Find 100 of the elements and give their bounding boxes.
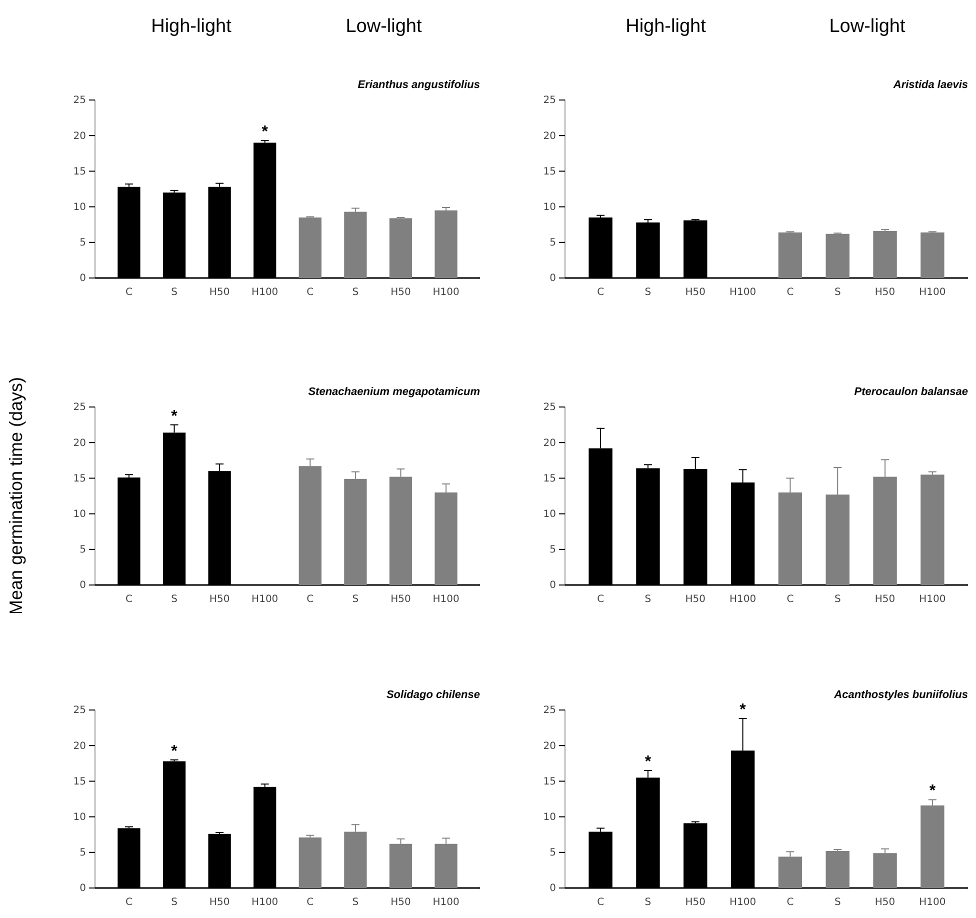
y-tick-label: 0: [80, 273, 86, 284]
y-tick-label: 5: [80, 544, 86, 556]
data-label: *: [171, 408, 178, 425]
chart-title: Pterocaulon balansae: [854, 386, 968, 398]
y-tick-label: 15: [73, 473, 86, 484]
y-tick-label: 15: [543, 473, 556, 484]
x-tick-label: H100: [432, 897, 460, 908]
x-tick-label: C: [786, 594, 794, 606]
x-tick-label: H50: [874, 594, 896, 606]
x-tick-label: S: [644, 594, 652, 606]
y-tick-label: 25: [543, 95, 556, 106]
bar: [778, 232, 802, 278]
x-tick-label: H100: [729, 594, 756, 606]
y-tick-label: 20: [73, 740, 86, 752]
x-tick-label: S: [352, 287, 359, 298]
x-tick-label: S: [352, 594, 359, 606]
data-label: *: [262, 124, 269, 141]
x-tick-label: S: [834, 287, 841, 298]
y-tick-label: 25: [73, 402, 86, 414]
y-tick-label: 10: [543, 509, 556, 520]
y-tick-label: 0: [550, 883, 556, 894]
text: High-light: [151, 16, 232, 37]
x-tick-label: H50: [209, 897, 230, 908]
x-tick-label: S: [171, 897, 178, 908]
x-tick-label: H50: [390, 594, 411, 606]
data-label: *: [929, 782, 936, 800]
x-tick-label: S: [352, 897, 359, 908]
x-tick-label: C: [125, 897, 132, 908]
x-tick-label: S: [644, 897, 652, 908]
x-tick-label: S: [834, 594, 841, 606]
chart-title: Erianthus angustifolius: [358, 79, 480, 91]
bar: [389, 844, 412, 888]
y-tick-label: 25: [73, 705, 86, 716]
y-tick-label: 5: [550, 238, 556, 249]
y-tick-label: 0: [80, 580, 86, 592]
x-tick-label: H100: [919, 287, 946, 298]
x-tick-label: H50: [874, 897, 896, 908]
y-tick-label: 10: [543, 202, 556, 213]
x-tick-label: H100: [729, 897, 756, 908]
x-tick-label: H100: [919, 594, 946, 606]
x-tick-label: H50: [390, 287, 411, 298]
x-tick-label: C: [786, 897, 794, 908]
data-label: *: [740, 702, 747, 719]
bar: [298, 837, 322, 888]
chart-title: Acanthostyles buniifolius: [833, 689, 968, 701]
y-tick-label: 20: [73, 438, 86, 449]
bar: [344, 212, 367, 278]
x-tick-label: C: [125, 594, 132, 606]
y-tick-label: 20: [543, 130, 556, 142]
bar: [389, 218, 412, 278]
x-tick-label: C: [306, 594, 314, 606]
y-tick-label: 5: [550, 848, 556, 859]
x-tick-label: H50: [685, 594, 706, 606]
bar: [826, 850, 850, 888]
x-tick-label: H100: [252, 897, 278, 908]
y-tick-label: 5: [80, 238, 86, 249]
x-tick-label: H50: [209, 287, 230, 298]
x-tick-label: H100: [252, 594, 278, 606]
data-label: *: [171, 742, 178, 760]
y-tick-label: 20: [543, 740, 556, 752]
x-tick-label: S: [644, 287, 652, 298]
x-tick-label: S: [171, 287, 178, 298]
y-tick-label: 5: [550, 544, 556, 556]
text: Low-light: [829, 16, 906, 37]
bar: [298, 217, 322, 278]
y-tick-label: 15: [543, 776, 556, 788]
x-tick-label: C: [125, 287, 132, 298]
bar: [920, 474, 944, 585]
y-tick-label: 10: [73, 202, 86, 213]
y-tick-label: 0: [550, 580, 556, 592]
y-tick-label: 0: [80, 883, 86, 894]
x-tick-label: H50: [685, 287, 706, 298]
x-tick-label: H100: [919, 897, 946, 908]
y-tick-label: 10: [543, 812, 556, 823]
y-tick-label: 15: [73, 776, 86, 788]
x-tick-label: S: [834, 897, 841, 908]
x-tick-label: H50: [874, 287, 896, 298]
chart-title: Solidago chilense: [386, 689, 480, 701]
data-label: *: [644, 754, 652, 771]
bar: [873, 853, 897, 888]
x-tick-label: H100: [432, 287, 460, 298]
x-tick-label: C: [597, 594, 604, 606]
x-tick-label: H100: [729, 287, 756, 298]
bar: [434, 210, 458, 278]
y-tick-label: 5: [80, 848, 86, 859]
chart-title: Stenachaenium megapotamicum: [308, 386, 480, 398]
x-tick-label: H50: [209, 594, 230, 606]
y-tick-label: 0: [550, 273, 556, 284]
y-tick-label: 10: [73, 812, 86, 823]
text: Low-light: [346, 16, 422, 37]
y-tick-label: 20: [543, 438, 556, 449]
x-tick-label: C: [786, 287, 794, 298]
x-tick-label: C: [597, 287, 604, 298]
text: High-light: [626, 16, 707, 37]
bar: [826, 234, 850, 278]
x-tick-label: C: [306, 287, 314, 298]
x-tick-label: C: [597, 897, 604, 908]
y-tick-label: 15: [73, 166, 86, 178]
x-tick-label: S: [171, 594, 178, 606]
bar: [873, 231, 897, 278]
